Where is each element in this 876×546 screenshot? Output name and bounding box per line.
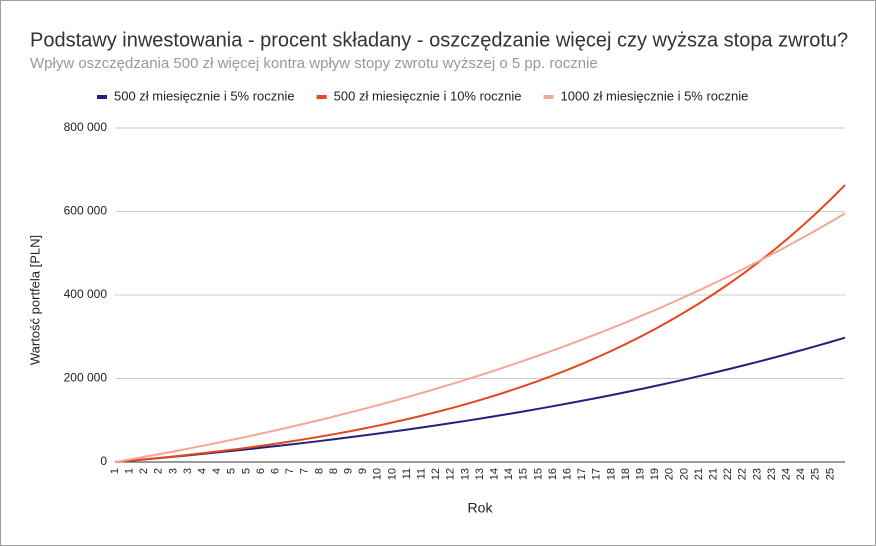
x-tick-label: 11 xyxy=(401,468,413,479)
x-tick-label: 23 xyxy=(751,468,763,480)
y-tick-label: 0 xyxy=(100,454,107,468)
x-tick-label: 8 xyxy=(328,468,340,474)
x-tick-label: 25 xyxy=(824,468,836,480)
x-tick-label: 15 xyxy=(518,468,530,480)
x-tick-label: 22 xyxy=(737,468,749,480)
x-tick-label: 22 xyxy=(722,468,734,480)
legend-label: 500 zł miesięcznie i 10% rocznie xyxy=(334,88,522,103)
x-tick-label: 14 xyxy=(503,468,515,480)
x-tick-label: 19 xyxy=(635,468,647,480)
chart-title: Podstawy inwestowania - procent składany… xyxy=(30,29,848,51)
x-tick-label: 20 xyxy=(664,468,676,480)
x-tick-label: 1 xyxy=(109,468,121,474)
x-tick-label: 1 xyxy=(124,468,136,474)
x-tick-label: 18 xyxy=(605,468,617,480)
y-tick-label: 600 000 xyxy=(64,204,108,218)
x-tick-label: 10 xyxy=(386,468,398,480)
x-axis-label: Rok xyxy=(468,500,494,516)
x-tick-label: 7 xyxy=(299,468,311,474)
x-tick-label: 16 xyxy=(547,468,559,480)
y-tick-label: 400 000 xyxy=(64,287,108,301)
y-axis-label: Wartość portfela [PLN] xyxy=(27,235,42,365)
x-tick-label: 13 xyxy=(474,468,486,480)
x-tick-label: 11 xyxy=(416,468,428,479)
x-tick-label: 2 xyxy=(138,468,150,474)
x-tick-label: 5 xyxy=(226,468,238,474)
x-tick-label: 17 xyxy=(576,468,588,480)
x-tick-label: 20 xyxy=(678,468,690,480)
x-tick-label: 7 xyxy=(284,468,296,474)
x-tick-label: 6 xyxy=(270,468,282,474)
x-tick-label: 9 xyxy=(343,468,355,474)
x-tick-label: 19 xyxy=(649,468,661,480)
x-tick-label: 5 xyxy=(240,468,252,474)
x-tick-label: 25 xyxy=(810,468,822,480)
x-tick-label: 14 xyxy=(489,468,501,480)
x-tick-label: 21 xyxy=(708,468,720,480)
x-tick-label: 17 xyxy=(591,468,603,480)
chart-subtitle: Wpływ oszczędzania 500 zł więcej kontra … xyxy=(30,55,598,72)
x-tick-label: 13 xyxy=(459,468,471,480)
x-tick-label: 4 xyxy=(211,468,223,474)
x-tick-label: 6 xyxy=(255,468,267,474)
x-tick-label: 21 xyxy=(693,468,705,480)
x-tick-label: 16 xyxy=(562,468,574,480)
x-tick-label: 18 xyxy=(620,468,632,480)
y-tick-label: 200 000 xyxy=(64,371,108,385)
x-tick-label: 4 xyxy=(197,468,209,474)
legend-label: 1000 zł miesięcznie i 5% rocznie xyxy=(561,88,749,103)
x-tick-label: 10 xyxy=(372,468,384,480)
x-tick-label: 3 xyxy=(167,468,179,474)
x-tick-label: 15 xyxy=(532,468,544,480)
series-line xyxy=(114,212,846,463)
x-tick-label: 24 xyxy=(795,468,807,480)
series-line xyxy=(114,336,846,463)
series-line xyxy=(114,184,846,463)
x-tick-label: 24 xyxy=(781,468,793,480)
x-tick-label: 8 xyxy=(313,468,325,474)
x-tick-label: 12 xyxy=(430,468,442,480)
x-tick-label: 23 xyxy=(766,468,778,480)
x-tick-label: 9 xyxy=(357,468,369,474)
x-tick-label: 3 xyxy=(182,468,194,474)
x-tick-label: 2 xyxy=(153,468,165,474)
x-tick-label: 12 xyxy=(445,468,457,480)
y-tick-label: 800 000 xyxy=(64,120,108,134)
legend-label: 500 zł miesięcznie i 5% rocznie xyxy=(114,88,295,103)
